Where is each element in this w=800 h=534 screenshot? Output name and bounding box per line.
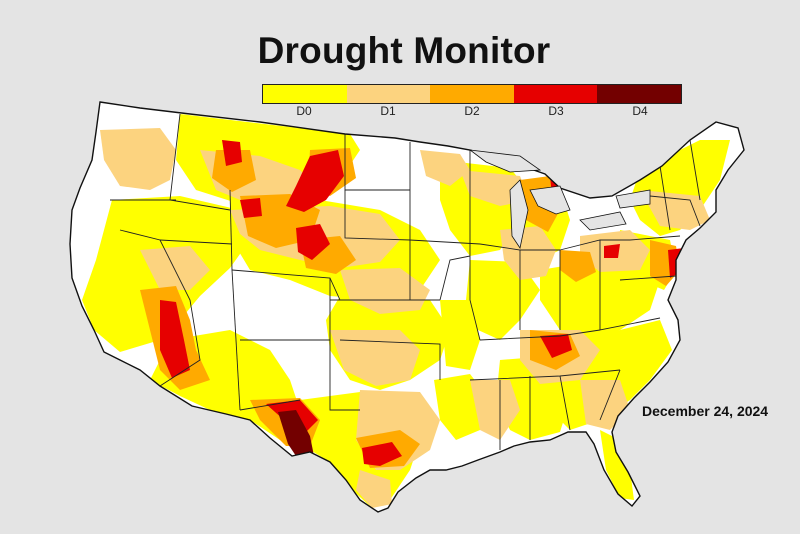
legend-swatch-d3 — [513, 85, 598, 103]
map-date: December 24, 2024 — [642, 403, 769, 419]
legend-label-d2: D2 — [464, 104, 480, 118]
legend-swatch-d4 — [597, 85, 681, 103]
legend-labels: D0 D1 D2 D3 D4 — [262, 104, 682, 118]
legend-label-d4: D4 — [632, 104, 648, 118]
legend-label-d3: D3 — [548, 104, 564, 118]
legend-swatch-d0 — [263, 85, 347, 103]
d4-layer — [278, 410, 314, 462]
drought-legend — [262, 84, 682, 104]
legend-swatch-d2 — [430, 85, 514, 103]
map-title: Drought Monitor — [257, 30, 551, 71]
state-borders — [110, 113, 701, 450]
legend-label-d1: D1 — [380, 104, 396, 118]
legend-swatch-d1 — [346, 85, 431, 103]
legend-label-d0: D0 — [296, 104, 312, 118]
drought-layers — [82, 113, 730, 508]
great-lakes — [468, 149, 651, 250]
